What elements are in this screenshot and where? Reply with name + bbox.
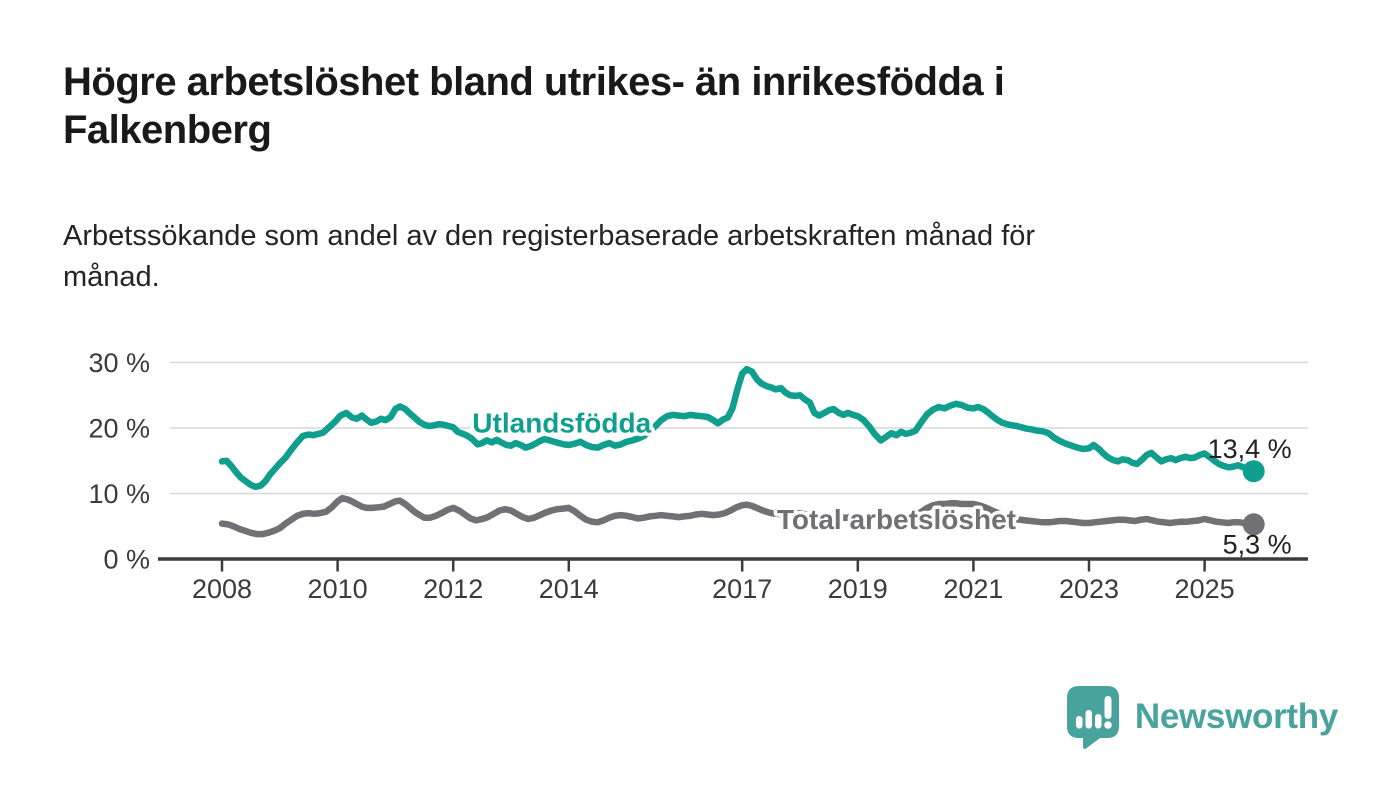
y-tick-label: 30 % [88,348,150,378]
y-tick-label: 0 % [103,545,150,575]
logo-exclamation-bar [1104,696,1112,719]
bar-chart-speech-bubble-icon [1066,686,1119,749]
logo-bar-3 [1094,714,1102,729]
series-end-value-utlandsfodda: 13,4 % [1208,434,1292,464]
page-title-line-1: Högre arbetslöshet bland utrikes- än inr… [63,60,1005,104]
x-tick-label: 2023 [1059,574,1119,604]
x-tick-label: 2017 [712,574,772,604]
subtitle: Arbetssökande som andel av den registerb… [63,216,1343,298]
page-title-line-2: Falkenberg [63,108,272,152]
x-tick-label: 2021 [943,574,1003,604]
y-tick-label: 10 % [88,479,150,509]
logo-bar-1 [1075,716,1083,729]
series-line-total [218,494,1257,538]
series-end-dot-utlandsfodda [1242,460,1265,483]
newsworthy-logo: Newsworthy [1066,685,1338,749]
x-tick-label: 2008 [192,574,252,604]
series-end-dot-total [1242,513,1265,536]
x-tick-label: 2025 [1175,574,1235,604]
speech-bubble-shape [1066,686,1119,749]
logo-exclamation-dot [1104,721,1112,729]
x-tick-label: 2014 [539,574,599,604]
x-tick-label: 2019 [828,574,888,604]
series-end-value-total: 5,3 % [1223,529,1292,559]
logo-bar-2 [1085,710,1092,729]
subtitle-line-2: månad. [63,261,160,293]
x-tick-label: 2012 [423,574,483,604]
x-tick-label: 2010 [308,574,368,604]
brand-name: Newsworthy [1134,697,1338,736]
series-line-utlandsfodda [218,365,1257,491]
y-tick-label: 20 % [88,414,150,444]
page-title: Högre arbetslöshet bland utrikes- än inr… [63,58,1343,154]
subtitle-line-1: Arbetssökande som andel av den registerb… [63,220,1036,252]
series-label-total: Total arbetslöshet [777,504,1016,535]
series-label-utlandsfodda: Utlandsfödda [472,407,651,438]
